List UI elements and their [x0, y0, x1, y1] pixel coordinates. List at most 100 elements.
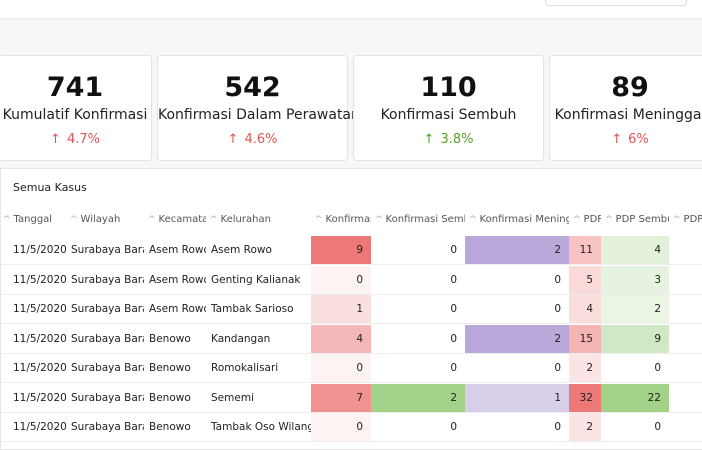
table-cell: Surabaya Barat	[66, 325, 144, 354]
table-cell: Surabaya Barat	[66, 236, 144, 265]
column-header: Konfirmasi Meninggal	[469, 209, 569, 231]
table-cell: 0	[465, 266, 569, 295]
table-cell: 2	[465, 324, 569, 354]
table-cell: Benowo	[144, 325, 206, 354]
table-cell: 5	[569, 265, 601, 295]
page: 741 Kumulatif Konfirmasi ↑ 4.7% 542 Konfi…	[0, 0, 702, 439]
table-cell: 32	[569, 383, 601, 413]
stat-card: 110 Konfirmasi Sembuh ↑ 3.8%	[353, 55, 544, 161]
stat-value: 89	[611, 72, 649, 103]
table-cell: 0	[465, 413, 569, 442]
table-cell: 0	[371, 236, 465, 265]
table-cell: 7	[311, 383, 371, 413]
column-header: Kelurahan	[210, 209, 311, 231]
table-cell: Surabaya Barat	[66, 295, 144, 324]
stat-card: 542 Konfirmasi Dalam Perawatan ↑ 4.6%	[157, 55, 360, 161]
table-cell: 9	[601, 324, 669, 354]
table-cell: 0	[311, 413, 371, 442]
stat-label: Konfirmasi Dalam Perawatan	[158, 107, 360, 123]
table-cell: 0	[601, 354, 669, 383]
table-cell: 11/5/2020	[1, 325, 66, 354]
table-cell: Tambak Oso Wilangun	[206, 413, 311, 442]
table-cell: 3	[601, 265, 669, 295]
column-header: PDP	[573, 209, 601, 231]
table-cell: Surabaya Barat	[66, 266, 144, 295]
top-bar	[0, 0, 702, 18]
table-title: Semua Kasus	[13, 181, 87, 194]
table-cell: Asem Rowo	[206, 236, 311, 265]
stat-change: ↑ 6%	[611, 132, 649, 147]
stat-change: ↑ 4.6%	[227, 132, 278, 147]
table-cell: 11/5/2020	[1, 413, 66, 442]
column-header: Wilayah	[70, 209, 144, 231]
table-cell: 2	[371, 383, 465, 413]
table-cell: 11/5/2020	[1, 384, 66, 413]
table-cell-empty	[669, 354, 702, 383]
table-cell: 4	[601, 236, 669, 265]
button[interactable]	[545, 0, 687, 6]
table-cell: 9	[311, 236, 371, 265]
stat-card: 89 Konfirmasi Meninggal ↑ 6%	[549, 55, 702, 161]
table-cell-empty	[669, 325, 702, 354]
column-header: Tanggal	[3, 209, 64, 231]
stat-change: ↑ 4.7%	[50, 132, 100, 147]
table-cell: Kandangan	[206, 325, 311, 354]
table-cell: 11	[569, 236, 601, 265]
table-cell: Romokalisari	[206, 354, 311, 383]
table-cell: 0	[465, 295, 569, 324]
table-cell: 2	[569, 413, 601, 442]
table-cell: 0	[371, 413, 465, 442]
stat-label: Konfirmasi Sembuh	[380, 107, 517, 123]
table-cell: 11/5/2020	[1, 266, 66, 295]
table-cell: 0	[311, 354, 371, 383]
column-header: PDP Sembuh	[605, 209, 669, 231]
table-cell: Asem Rowo	[144, 295, 206, 324]
table-cell: 0	[371, 295, 465, 324]
stat-value: 110	[420, 72, 477, 103]
table-cell: Surabaya Barat	[66, 384, 144, 413]
table-cell: Sememi	[206, 384, 311, 413]
stat-value: 741	[46, 72, 104, 103]
table-cell: 2	[465, 236, 569, 265]
column-header: Konfirmasi	[315, 209, 371, 231]
table-cell: Surabaya Barat	[66, 354, 144, 383]
table-cell: Benowo	[144, 384, 206, 413]
table-cell: 1	[311, 295, 371, 324]
table-cell: Genting Kalianak	[206, 266, 311, 295]
stat-value: 542	[224, 72, 281, 103]
change-value: 3.8%	[440, 132, 474, 147]
table-cell: 0	[311, 265, 371, 295]
table-cell-empty	[669, 236, 702, 265]
table-cell: 4	[311, 324, 371, 354]
stat-change: ↑ 3.8%	[423, 132, 474, 147]
table-cell-empty	[669, 266, 702, 295]
table-cell: 11/5/2020	[1, 236, 66, 265]
table-panel: Semua Kasus Tanggal WilayahKecamatanKelur…	[0, 168, 702, 450]
table-cell: 0	[371, 266, 465, 295]
table-cell: Tambak Sarioso	[206, 295, 311, 324]
table-cell: 0	[371, 354, 465, 383]
stat-card: 741 Kumulatif Konfirmasi ↑ 4.7%	[0, 55, 152, 161]
table-cell: 2	[569, 354, 601, 383]
stat-label: Konfirmasi Meninggal	[554, 107, 702, 123]
table-cell: Benowo	[144, 354, 206, 383]
column-header: Konfirmasi Sembuh	[375, 209, 465, 231]
table-cell: 11/5/2020	[1, 295, 66, 324]
table-cell: 22	[601, 383, 669, 413]
table-cell-empty	[669, 384, 702, 413]
table-cell: Benowo	[144, 413, 206, 442]
table-cell: 11/5/2020	[1, 354, 66, 383]
table-cell: Asem Rowo	[144, 236, 206, 265]
table-cell: 2	[601, 295, 669, 324]
change-value: 4.6%	[244, 132, 278, 147]
table-cell: 15	[569, 324, 601, 354]
table-cell: 0	[465, 354, 569, 383]
table-cell-empty	[669, 413, 702, 442]
table-cell: 4	[569, 295, 601, 324]
table-cell: 1	[465, 383, 569, 413]
table-cell: Asem Rowo	[144, 266, 206, 295]
column-header: Kecamatan	[148, 209, 206, 231]
table-cell-empty	[669, 295, 702, 324]
stat-label: Kumulatif Konfirmasi	[2, 107, 148, 123]
table-cell: 0	[601, 413, 669, 442]
